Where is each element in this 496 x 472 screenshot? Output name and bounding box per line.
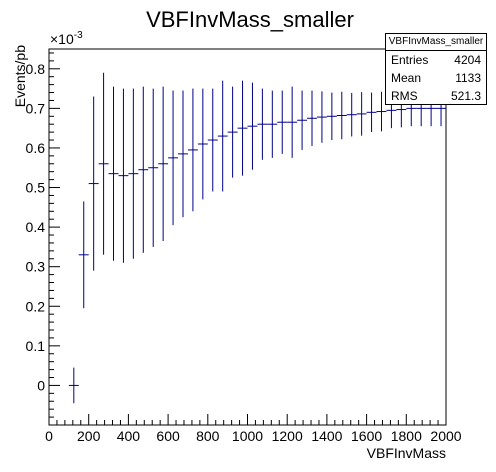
y-tick-label: 0 [37,377,45,393]
x-tick-label: 1400 [311,428,342,444]
data-point [148,88,159,247]
stats-label: Mean [391,71,422,85]
stats-row-rms: RMS 521.3 [386,87,486,105]
x-tick-label: 200 [77,428,101,444]
y-tick-label: 0.4 [26,219,46,235]
data-point [366,92,377,133]
data-point [277,90,288,154]
data-point [207,88,218,192]
data-points [68,72,446,404]
x-tick-label: 1000 [232,428,263,444]
x-tick-label: 600 [156,428,180,444]
stats-row-entries: Entries 4204 [386,51,486,69]
y-tick-label: 0.3 [26,259,46,275]
data-point [108,86,119,261]
x-tick-label: 1600 [351,428,382,444]
data-point [118,88,129,263]
data-point [287,86,298,158]
data-point [356,92,367,136]
y-tick-label: 0.6 [26,140,46,156]
data-point [138,86,149,253]
stats-title: VBFInvMass_smaller [386,34,486,51]
data-point [217,80,228,192]
data-point [326,92,337,141]
x-tick-label: 0 [45,428,53,444]
stats-label: Entries [391,53,429,67]
stats-row-mean: Mean 1133 [386,69,486,87]
x-tick-label: 2000 [430,428,461,444]
y-axis: 0 0.1 0.2 0.3 0.4 0.5 0.6 0.7 0.8 [26,52,60,418]
chart-title: VBFInvMass_smaller [146,7,354,32]
data-point [336,91,347,140]
stats-value: 1133 [455,71,481,85]
data-point [346,92,357,137]
x-axis: 0 200 400 600 800 1000 1200 1400 1600 1800 2000 [45,414,462,444]
x-tick-label: 800 [196,428,220,444]
y-tick-label: 0.7 [26,100,46,116]
data-point [316,91,327,143]
y-tick-label: 0.8 [26,61,46,77]
data-point [88,96,99,271]
y-tick-label: 0.5 [26,180,46,196]
y-tick-label: 0.2 [26,298,46,314]
data-point [247,82,258,170]
stats-box: VBFInvMass_smaller Entries 4204 Mean 113… [385,33,487,105]
plot-frame [48,48,447,426]
stats-value: 4204 [454,53,481,67]
x-tick-label: 400 [117,428,141,444]
data-point [187,88,198,212]
data-point [267,90,278,158]
stats-value: 521.3 [450,89,481,103]
data-point [237,80,248,176]
data-point [376,91,387,132]
data-point [297,90,308,150]
x-axis-label: VBFInvMass [367,445,446,461]
y-tick-label: 0.1 [26,338,46,354]
data-point [68,367,79,404]
data-point [257,88,268,160]
y-exponent-power: -3 [74,30,83,41]
data-point [168,90,179,226]
x-tick-label: 1200 [272,428,303,444]
data-point [307,90,317,146]
y-exponent-base: ×10 [50,31,74,47]
y-axis-exponent: ×10-3 [50,30,83,47]
data-point [128,88,139,259]
x-tick-label: 1800 [391,428,422,444]
data-point [78,201,89,309]
stats-label: RMS [391,89,418,103]
y-axis-label: Events/pb [12,45,28,107]
data-point [178,90,188,218]
data-point [98,72,109,255]
data-point [227,86,238,178]
data-point [158,86,169,241]
data-point [197,88,208,200]
